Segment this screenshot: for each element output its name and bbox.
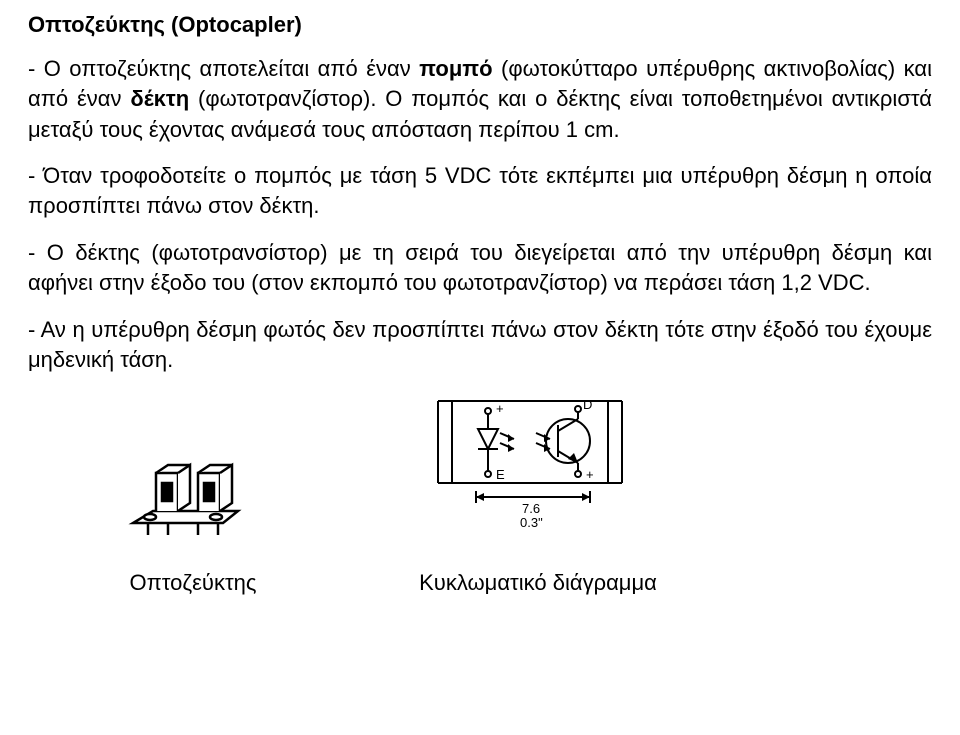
paragraph-2: - Όταν τροφοδοτείτε ο πομπός με τάση 5 V… <box>28 161 932 222</box>
page-title: Οπτοζεύκτης (Optocapler) <box>28 12 932 38</box>
figure-left: Οπτοζεύκτης <box>128 451 258 596</box>
label-e: E <box>496 467 505 482</box>
para1-bold-1: πομπό <box>419 56 492 81</box>
label-d: D <box>583 397 592 412</box>
figures-row: Οπτοζεύκτης <box>28 391 932 596</box>
figure-right: + D E + 7.6 0.3" Κυκλωματικό διάγραμμα <box>418 391 658 596</box>
paragraph-3: - Ο δέκτης (φωτοτρανσίστορ) με τη σειρά … <box>28 238 932 299</box>
paragraph-1: - Ο οπτοζεύκτης αποτελείται από έναν πομ… <box>28 54 932 145</box>
label-dim-1: 7.6 <box>522 501 540 516</box>
paragraph-4: - Αν η υπέρυθρη δέσμη φωτός δεν προσπίπτ… <box>28 315 932 376</box>
para1-pre: - Ο οπτοζεύκτης αποτελείται από έναν <box>28 56 419 81</box>
para1-bold-2: δέκτη <box>130 86 189 111</box>
caption-left: Οπτοζεύκτης <box>130 570 257 596</box>
caption-right: Κυκλωματικό διάγραμμα <box>419 570 657 596</box>
optocoupler-icon <box>128 451 258 546</box>
schematic-icon: + D E + 7.6 0.3" <box>418 391 658 546</box>
label-plus-right: + <box>586 467 594 482</box>
label-dim-2: 0.3" <box>520 515 543 530</box>
label-plus-left: + <box>496 401 504 416</box>
